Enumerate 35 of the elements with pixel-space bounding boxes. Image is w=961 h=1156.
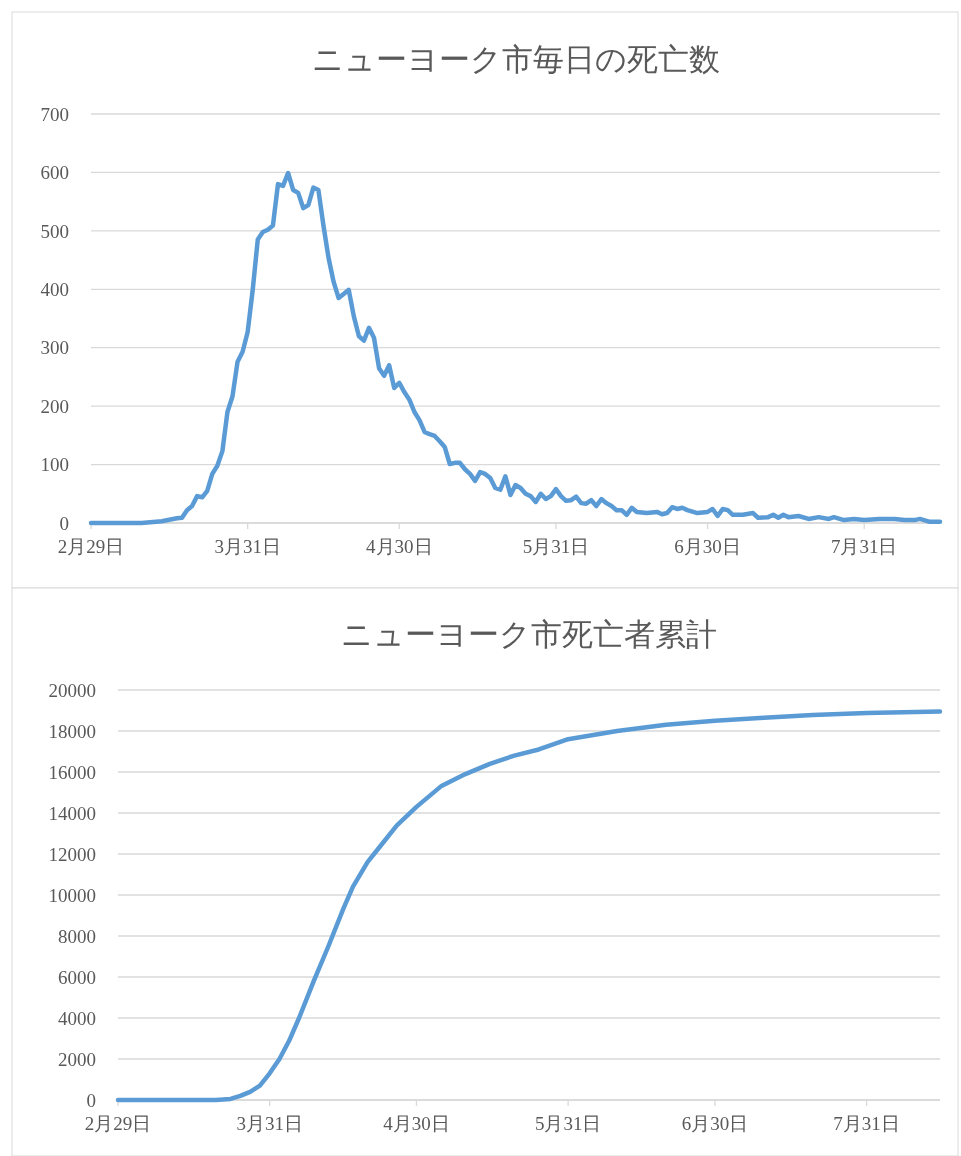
y-tick-label: 10000 [48, 884, 96, 906]
chart-title: ニューヨーク市毎日の死亡数 [311, 42, 720, 77]
y-tick-label: 6000 [58, 966, 96, 988]
line-series [115, 709, 943, 1103]
y-tick-label: 700 [40, 103, 69, 125]
y-tick-label: 8000 [58, 925, 96, 947]
y-tick-label: 12000 [48, 843, 96, 865]
y-tick-label: 4000 [58, 1007, 96, 1029]
y-tick-label: 0 [59, 512, 69, 534]
x-tick-label: 6月30日 [681, 1113, 749, 1134]
y-tick-label: 20000 [48, 679, 96, 701]
x-tick-label: 4月30日 [366, 536, 433, 557]
y-tick-label: 14000 [48, 802, 96, 824]
y-tick-label: 0 [86, 1089, 96, 1111]
y-tick-label: 300 [40, 337, 69, 359]
y-tick-label: 600 [40, 162, 69, 184]
y-tick-label: 500 [40, 220, 69, 242]
x-tick-label: 7月31日 [833, 1113, 900, 1134]
y-tick-label: 100 [40, 454, 69, 476]
x-tick-label: 2月29日 [57, 536, 125, 557]
y-tick-label: 2000 [58, 1048, 96, 1070]
y-tick-label: 16000 [48, 761, 96, 783]
x-tick-label: 3月31日 [214, 536, 281, 557]
x-tick-label: 2月29日 [84, 1113, 152, 1134]
x-tick-label: 3月31日 [236, 1113, 303, 1134]
y-tick-label: 18000 [48, 720, 96, 742]
x-tick-label: 6月30日 [674, 536, 741, 557]
y-tick-label: 400 [40, 278, 69, 300]
y-tick-label: 200 [40, 395, 69, 417]
x-tick-label: 7月31日 [830, 536, 898, 557]
x-tick-label: 5月31日 [534, 1113, 602, 1134]
chart-title: ニューヨーク市死亡者累計 [341, 617, 717, 652]
x-tick-label: 5月31日 [522, 536, 590, 557]
x-tick-label: 4月30日 [383, 1113, 450, 1134]
line-series [88, 170, 943, 526]
